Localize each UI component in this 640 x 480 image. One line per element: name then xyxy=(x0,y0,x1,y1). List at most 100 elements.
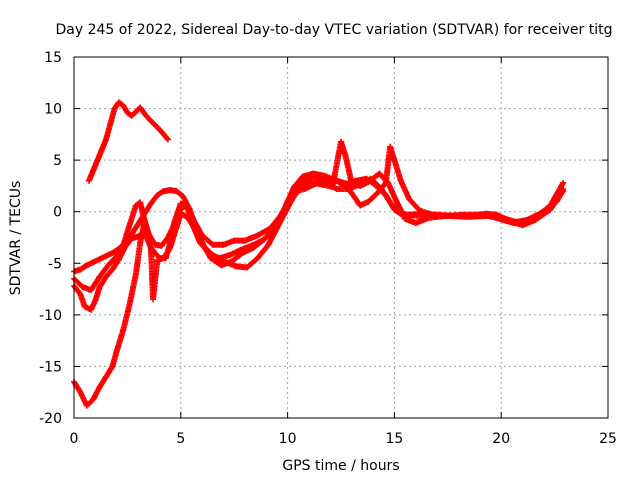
data-point xyxy=(288,194,295,201)
data-point xyxy=(365,198,372,205)
data-point xyxy=(218,262,225,269)
data-point xyxy=(90,259,97,266)
data-point xyxy=(113,253,120,260)
data-point xyxy=(412,220,419,227)
y-tick-label: -15 xyxy=(39,359,62,375)
data-point xyxy=(81,303,88,310)
data-point xyxy=(96,256,103,263)
data-point xyxy=(184,202,191,209)
data-point xyxy=(239,249,246,256)
data-point xyxy=(525,217,532,224)
data-point xyxy=(393,198,400,205)
data-point xyxy=(254,232,261,239)
data-point xyxy=(94,157,101,164)
data-point xyxy=(167,244,174,251)
data-point xyxy=(320,172,327,179)
data-point xyxy=(132,270,139,277)
data-point xyxy=(241,237,248,244)
x-tick-label: 15 xyxy=(385,431,403,447)
data-point xyxy=(346,186,353,193)
data-point xyxy=(160,255,167,262)
data-point xyxy=(233,263,240,270)
data-point xyxy=(164,234,171,241)
data-point xyxy=(154,192,161,199)
data-point xyxy=(107,121,114,128)
data-point xyxy=(147,117,154,124)
data-point xyxy=(103,253,110,260)
data-point xyxy=(299,173,306,180)
x-tick-label: 25 xyxy=(599,431,617,447)
data-point xyxy=(103,373,110,380)
data-point xyxy=(378,186,385,193)
data-point xyxy=(150,296,157,303)
data-point xyxy=(199,232,206,239)
data-point xyxy=(414,212,421,219)
data-point xyxy=(137,239,144,246)
data-point xyxy=(152,241,159,248)
y-tick-label: 5 xyxy=(53,153,62,169)
series-track-c xyxy=(71,143,567,275)
data-point xyxy=(132,108,139,115)
data-point xyxy=(333,186,340,193)
data-point xyxy=(384,179,391,186)
y-tick-label: -10 xyxy=(39,308,62,324)
data-point xyxy=(211,254,218,261)
y-axis: -20 -15 -10 -5 0 5 10 15 xyxy=(39,50,608,427)
data-point xyxy=(109,249,116,256)
data-point xyxy=(397,177,404,184)
data-point xyxy=(299,179,306,186)
data-point xyxy=(391,157,398,164)
chart-title: Day 245 of 2022, Sidereal Day-to-day VTE… xyxy=(56,22,613,38)
data-point xyxy=(267,225,274,232)
data-point xyxy=(560,179,567,186)
data-point xyxy=(164,136,171,143)
data-point xyxy=(145,231,152,238)
data-point xyxy=(160,188,167,195)
data-point xyxy=(135,221,142,228)
data-point xyxy=(85,177,92,184)
data-point xyxy=(357,202,364,209)
x-tick-label: 10 xyxy=(279,431,297,447)
data-point xyxy=(92,297,99,304)
data-point xyxy=(179,193,186,200)
data-point xyxy=(147,200,154,207)
data-point xyxy=(137,199,144,206)
y-tick-label: -5 xyxy=(48,256,62,272)
data-point xyxy=(83,262,90,269)
data-point xyxy=(96,384,103,391)
data-point xyxy=(120,102,127,109)
data-point xyxy=(141,216,148,223)
data-point xyxy=(417,207,424,214)
data-point xyxy=(560,186,567,193)
data-point xyxy=(376,170,383,177)
data-point xyxy=(310,179,317,186)
data-point xyxy=(320,178,327,185)
data-point xyxy=(128,235,135,242)
data-point xyxy=(310,173,317,180)
data-point xyxy=(278,211,285,218)
data-point xyxy=(434,212,441,219)
data-point xyxy=(374,190,381,197)
data-point xyxy=(254,255,261,262)
data-point xyxy=(132,202,139,209)
data-point xyxy=(103,136,110,143)
data-point xyxy=(184,213,191,220)
data-point xyxy=(141,110,148,117)
plot-frame xyxy=(73,56,609,419)
data-point xyxy=(83,402,90,409)
data-point xyxy=(190,216,197,223)
data-point xyxy=(154,124,161,131)
data-point xyxy=(137,104,144,111)
data-point xyxy=(250,244,257,251)
data-point xyxy=(77,291,84,298)
x-axis-label: GPS time / hours xyxy=(282,458,399,474)
data-point xyxy=(493,212,500,219)
data-point xyxy=(96,284,103,291)
y-tick-label: 10 xyxy=(44,102,62,118)
data-point xyxy=(357,180,364,187)
data-point xyxy=(126,301,133,308)
data-point xyxy=(105,262,112,269)
data-point xyxy=(402,215,409,222)
data-point xyxy=(171,221,178,228)
data-point xyxy=(265,241,272,248)
